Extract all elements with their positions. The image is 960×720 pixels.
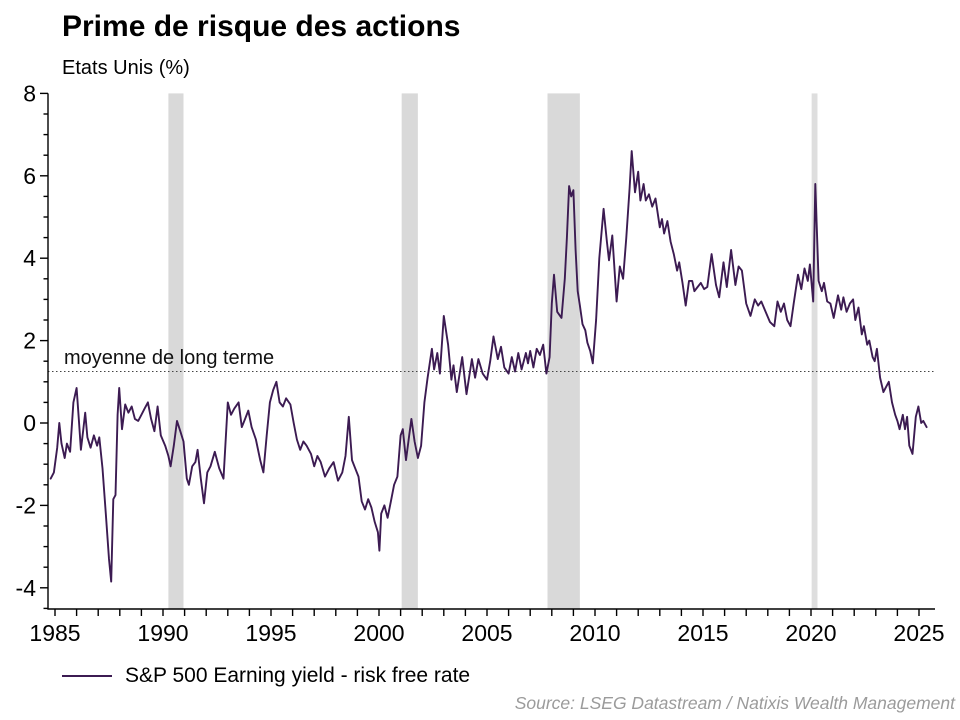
y-tick-label: 8 bbox=[23, 80, 36, 106]
recession-band bbox=[168, 93, 184, 609]
x-tick-label: 1985 bbox=[29, 620, 80, 646]
y-tick-label: 4 bbox=[23, 245, 36, 271]
y-tick-label: -2 bbox=[16, 492, 36, 518]
y-tick-label: 6 bbox=[23, 163, 36, 189]
series-line bbox=[49, 150, 928, 583]
x-tick-label: 2015 bbox=[677, 620, 728, 646]
recession-band bbox=[811, 93, 818, 609]
chart-subtitle: Etats Unis (%) bbox=[62, 57, 190, 79]
recession-band bbox=[401, 93, 418, 609]
y-tick-label: 0 bbox=[23, 410, 36, 436]
legend: S&P 500 Earning yield - risk free rate bbox=[62, 663, 470, 689]
legend-line-swatch bbox=[62, 675, 112, 677]
x-tick-label: 1995 bbox=[245, 620, 296, 646]
x-tick-label: 2020 bbox=[785, 620, 836, 646]
x-tick-label: 2010 bbox=[569, 620, 620, 646]
mean-line-label: moyenne de long terme bbox=[64, 347, 275, 369]
x-tick-label: 1990 bbox=[137, 620, 188, 646]
y-tick-label: 2 bbox=[23, 328, 36, 354]
x-tick-label: 2005 bbox=[461, 620, 512, 646]
source-credit: Source: LSEG Datastream / Natixis Wealth… bbox=[514, 693, 955, 713]
recession-band bbox=[547, 93, 580, 609]
x-tick-label: 2025 bbox=[893, 620, 944, 646]
y-tick-label: -4 bbox=[16, 575, 37, 601]
x-tick-label: 2000 bbox=[353, 620, 404, 646]
legend-label: S&P 500 Earning yield - risk free rate bbox=[125, 664, 471, 687]
chart-title: Prime de risque des actions bbox=[62, 10, 461, 43]
